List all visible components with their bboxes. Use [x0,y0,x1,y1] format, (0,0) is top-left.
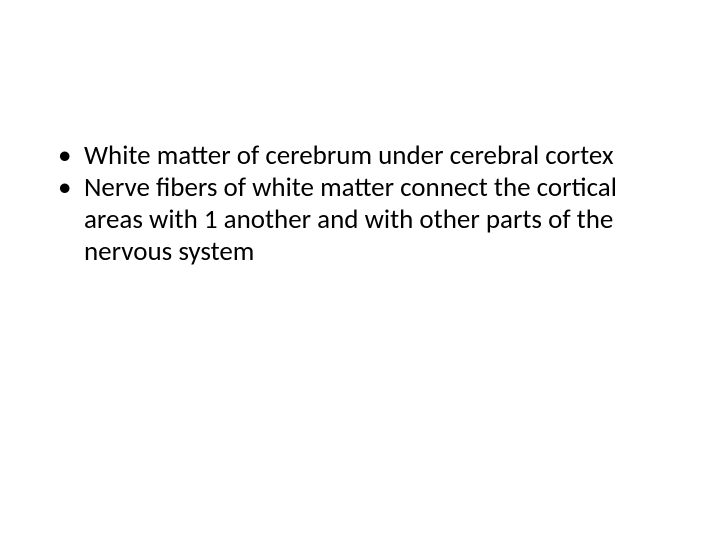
bullet-list: White matter of cerebrum under cerebral … [54,140,674,267]
bullet-text: White matter of cerebrum under cerebral … [84,139,614,172]
list-item: White matter of cerebrum under cerebral … [54,140,674,172]
slide: White matter of cerebrum under cerebral … [0,0,720,540]
bullet-text: Nerve fibers of white matter connect the… [84,171,617,268]
list-item: Nerve fibers of white matter connect the… [54,172,674,268]
slide-body: White matter of cerebrum under cerebral … [54,140,674,267]
